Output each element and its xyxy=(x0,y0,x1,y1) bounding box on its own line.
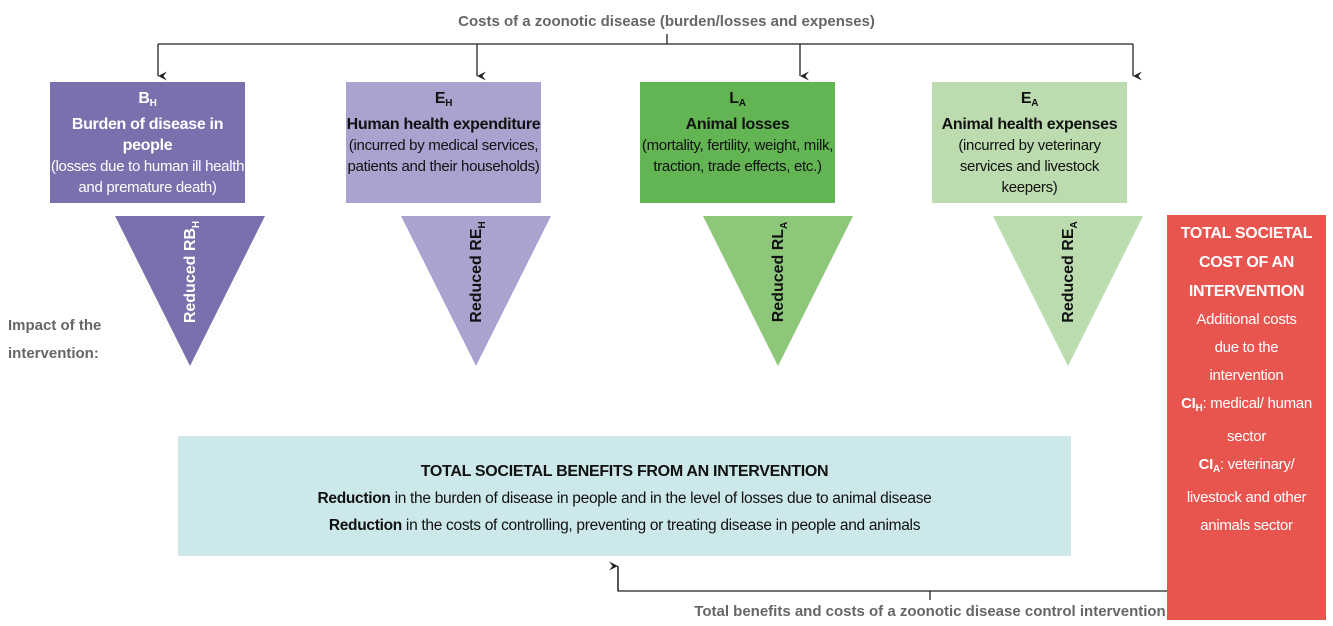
symbol-sub: H xyxy=(445,98,453,109)
triangle xyxy=(993,216,1143,366)
top-bracket xyxy=(157,34,1142,81)
symbol-main: E xyxy=(1020,90,1032,107)
symbol-sub: A xyxy=(1031,98,1039,109)
symbol: EH xyxy=(346,88,541,114)
cost-item-text: : medical/ human sector xyxy=(1202,395,1312,445)
symbol-main: B xyxy=(138,90,150,107)
cost-item-sub: A xyxy=(1213,464,1220,475)
box-description: (mortality, fertility, weight, milk, tra… xyxy=(641,137,834,175)
triangle xyxy=(401,216,551,366)
impact-label: Impact of the intervention: xyxy=(8,317,102,362)
cost-item-text: : veterinary/ livestock and other animal… xyxy=(1186,456,1307,534)
symbol: EA xyxy=(932,88,1127,114)
cost-item-main: CI xyxy=(1181,395,1196,412)
symbol: LA xyxy=(640,88,835,114)
bottom-label: Total benefits and costs of a zoonotic d… xyxy=(694,603,1166,620)
triangle-label-sub: A xyxy=(779,222,790,229)
cost-description: Additional costs due to the intervention xyxy=(1196,311,1297,384)
triangle-label-main: Reduced RL xyxy=(770,229,787,323)
cost-item-main: CI xyxy=(1198,456,1214,473)
triangle-label: Reduced REH xyxy=(468,221,488,322)
benefits-title: TOTAL SOCIETAL BENEFITS FROM AN INTERVEN… xyxy=(420,463,829,480)
benefits-line-text: in the burden of disease in people and i… xyxy=(390,490,932,507)
triangle-label: Reduced RLA xyxy=(770,222,790,323)
cost-item: CIH: medical/ human sector xyxy=(1175,390,1318,451)
benefits-box: TOTAL SOCIETAL BENEFITS FROM AN INTERVEN… xyxy=(178,436,1071,556)
benefits-line: Reduction in the burden of disease in pe… xyxy=(178,485,1071,512)
cost-box: BH Burden of disease in people (losses due… xyxy=(50,82,245,203)
triangle-label-main: Reduced RB xyxy=(182,228,199,323)
triangle-label-main: Reduced RE xyxy=(1060,228,1077,323)
triangle xyxy=(703,216,853,366)
cost-box: LA Animal losses (mortality, fertility, we… xyxy=(640,82,835,203)
symbol: BH xyxy=(50,88,245,114)
cost-box: EA Animal health expenses (incurred by vet… xyxy=(932,82,1127,203)
bottom-bracket xyxy=(609,561,1244,600)
benefits-line-bold: Reduction xyxy=(317,490,391,507)
symbol-sub: H xyxy=(149,98,157,109)
total-cost-box: TOTAL SOCIETAL COST OF AN INTERVENTION Ad… xyxy=(1167,215,1326,620)
cost-title: TOTAL SOCIETAL COST OF AN INTERVENTION xyxy=(1180,225,1313,300)
cost-box: EH Human health expenditure (incurred by m… xyxy=(346,82,541,203)
cost-item-sub: H xyxy=(1195,403,1203,414)
box-description: (incurred by veterinary services and liv… xyxy=(958,137,1101,196)
triangle-label: Reduced RBH xyxy=(182,221,202,323)
triangle-label-sub: H xyxy=(191,221,202,228)
benefits-line: Reduction in the costs of controlling, p… xyxy=(178,512,1071,539)
box-description: (losses due to human ill health and prem… xyxy=(50,158,245,196)
symbol-sub: A xyxy=(738,98,746,109)
triangle-label: Reduced REA xyxy=(1060,221,1080,322)
triangle-label-sub: H xyxy=(477,221,488,228)
benefits-line-bold: Reduction xyxy=(328,517,402,534)
box-title: Human health expenditure xyxy=(346,116,541,133)
triangle-label-sub: A xyxy=(1069,221,1080,228)
box-description: (incurred by medical services, patients … xyxy=(347,137,540,175)
benefits-line-text: in the costs of controlling, preventing … xyxy=(401,517,921,534)
triangle xyxy=(115,216,265,366)
box-title: Animal health expenses xyxy=(941,116,1118,133)
triangle-label-main: Reduced RE xyxy=(468,228,485,323)
box-title: Animal losses xyxy=(685,116,790,133)
top-label: Costs of a zoonotic disease (burden/loss… xyxy=(458,13,875,30)
box-title: Burden of disease in people xyxy=(71,116,224,154)
cost-item: CIA: veterinary/ livestock and other ani… xyxy=(1175,451,1318,540)
symbol-main: L xyxy=(729,90,739,107)
symbol-main: E xyxy=(434,90,446,107)
